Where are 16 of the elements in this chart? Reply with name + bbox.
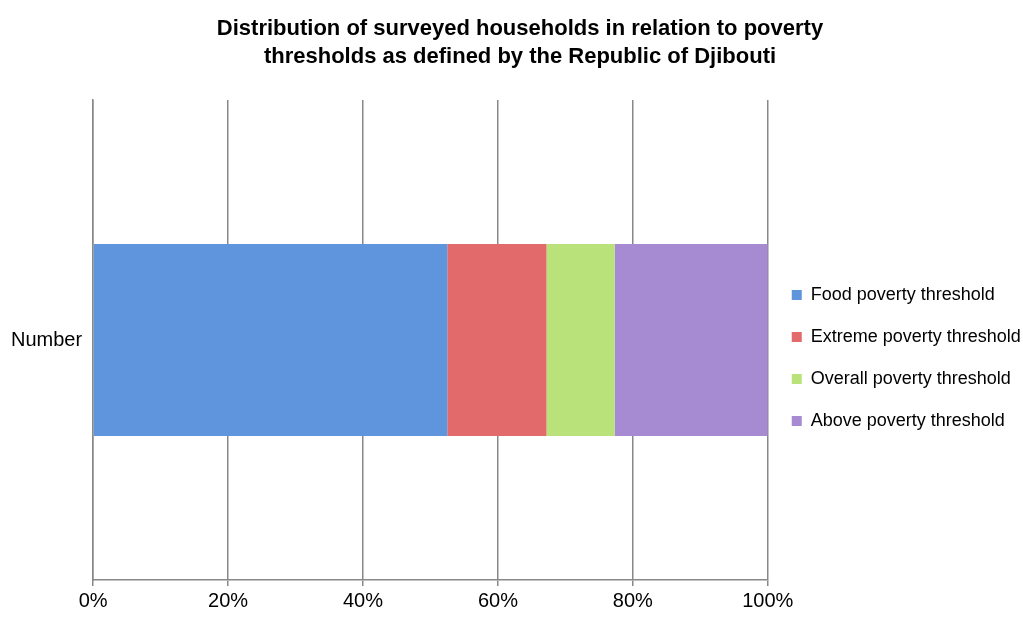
x-tick-label: 80% xyxy=(612,588,654,611)
legend-label: Food poverty threshold xyxy=(810,283,995,304)
legend-label: Above poverty threshold xyxy=(810,409,1005,430)
x-tick-label: 60% xyxy=(477,588,519,611)
bar xyxy=(546,244,615,436)
legend-label: Overall poverty threshold xyxy=(810,367,1011,388)
bar xyxy=(614,244,768,436)
legend-label: Extreme poverty threshold xyxy=(810,325,1021,346)
x-tick-label: 40% xyxy=(342,588,384,611)
bar xyxy=(93,244,448,436)
x-tick-label: 100% xyxy=(742,588,794,611)
y-tick-label: Number xyxy=(10,327,83,350)
bar xyxy=(447,244,547,436)
x-tick-label: 20% xyxy=(208,588,249,611)
x-tick-label: 0% xyxy=(78,588,108,611)
chart-title: Distribution of surveyed households in relation to poverty thresholds as defined by the Republic of Djibouti xyxy=(215,14,825,70)
